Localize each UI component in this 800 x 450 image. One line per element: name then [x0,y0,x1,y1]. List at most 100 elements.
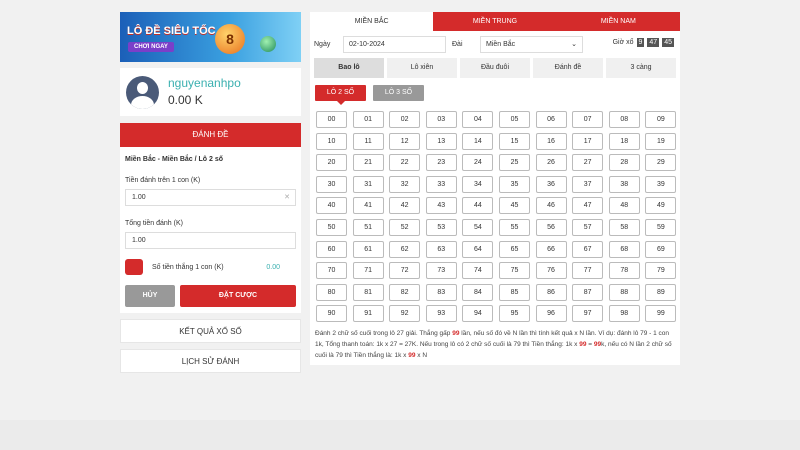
number-cell[interactable]: 79 [645,262,677,280]
number-cell[interactable]: 20 [316,154,347,172]
number-cell[interactable]: 04 [462,111,494,128]
number-cell[interactable]: 62 [389,240,421,258]
number-cell[interactable]: 76 [535,262,567,280]
number-cell[interactable]: 86 [535,283,567,301]
lottery-results-button[interactable]: KẾT QUẢ XỔ SỐ [120,319,301,343]
number-cell[interactable]: 23 [425,154,457,172]
number-cell[interactable]: 18 [608,132,640,150]
tab-mien-bac[interactable]: MIỀN BẮC [310,12,434,31]
number-cell[interactable]: 33 [425,175,457,193]
number-cell[interactable]: 82 [389,283,421,301]
bet-history-button[interactable]: LỊCH SỬ ĐÁNH [120,349,301,373]
clear-icon[interactable]: ✕ [284,194,290,201]
number-cell[interactable]: 37 [572,175,604,193]
number-cell[interactable]: 51 [352,218,384,236]
number-cell[interactable]: 28 [608,154,640,172]
number-cell[interactable]: 58 [608,218,640,236]
number-cell[interactable]: 63 [425,240,457,258]
number-cell[interactable]: 06 [535,111,567,128]
number-cell[interactable]: 09 [645,111,677,128]
number-cell[interactable]: 38 [608,175,640,193]
number-cell[interactable]: 74 [462,262,494,280]
number-cell[interactable]: 96 [535,305,567,323]
number-cell[interactable]: 40 [316,197,347,215]
number-cell[interactable]: 22 [389,154,421,172]
number-cell[interactable]: 44 [462,197,494,215]
number-cell[interactable]: 31 [352,175,384,193]
number-cell[interactable]: 52 [389,218,421,236]
place-bet-button[interactable]: ĐẶT CƯỢC [180,285,296,307]
number-cell[interactable]: 13 [425,132,457,150]
number-cell[interactable]: 83 [425,283,457,301]
number-cell[interactable]: 25 [498,154,530,172]
type-danh-de[interactable]: Đánh đề [533,58,603,78]
number-cell[interactable]: 17 [572,132,604,150]
number-cell[interactable]: 45 [498,197,530,215]
number-cell[interactable]: 61 [352,240,384,258]
number-cell[interactable]: 02 [389,111,421,128]
cancel-button[interactable]: HỦY [125,285,175,307]
date-input[interactable]: 02-10-2024 [343,36,446,53]
number-cell[interactable]: 68 [608,240,640,258]
number-cell[interactable]: 03 [425,111,457,128]
number-cell[interactable]: 64 [462,240,494,258]
number-cell[interactable]: 55 [498,218,530,236]
type-3-cang[interactable]: 3 càng [606,58,676,78]
number-cell[interactable]: 99 [645,305,677,323]
number-cell[interactable]: 75 [498,262,530,280]
number-cell[interactable]: 46 [535,197,567,215]
number-cell[interactable]: 29 [645,154,677,172]
number-cell[interactable]: 43 [425,197,457,215]
number-cell[interactable]: 97 [572,305,604,323]
number-cell[interactable]: 72 [389,262,421,280]
number-cell[interactable]: 11 [352,132,384,150]
number-cell[interactable]: 54 [462,218,494,236]
number-cell[interactable]: 05 [498,111,530,128]
number-cell[interactable]: 32 [389,175,421,193]
sub-lo-2-so[interactable]: LÔ 2 SỐ [315,85,366,105]
station-select[interactable]: Miền Bắc ⌄ [480,36,583,53]
number-cell[interactable]: 95 [498,305,530,323]
number-cell[interactable]: 88 [608,283,640,301]
number-cell[interactable]: 89 [645,283,677,301]
promo-banner[interactable]: LÔ ĐỀ SIÊU TỐC CHƠI NGAY 8 [120,12,301,62]
number-cell[interactable]: 90 [316,305,347,323]
type-bao-lo[interactable]: Bao lô [314,58,384,78]
number-cell[interactable]: 91 [352,305,384,323]
number-cell[interactable]: 56 [535,218,567,236]
total-input[interactable]: 1.00 [125,232,296,249]
sub-lo-3-so[interactable]: LÔ 3 SỐ [373,85,424,101]
number-cell[interactable]: 36 [535,175,567,193]
number-cell[interactable]: 94 [462,305,494,323]
number-cell[interactable]: 92 [389,305,421,323]
number-cell[interactable]: 34 [462,175,494,193]
type-dau-duoi[interactable]: Đầu đuôi [460,58,530,78]
number-cell[interactable]: 67 [572,240,604,258]
number-cell[interactable]: 59 [645,218,677,236]
number-cell[interactable]: 49 [645,197,677,215]
number-cell[interactable]: 98 [608,305,640,323]
number-cell[interactable]: 47 [572,197,604,215]
number-cell[interactable]: 53 [425,218,457,236]
number-cell[interactable]: 26 [535,154,567,172]
number-cell[interactable]: 27 [572,154,604,172]
number-cell[interactable]: 66 [535,240,567,258]
number-cell[interactable]: 01 [352,111,384,128]
number-cell[interactable]: 48 [608,197,640,215]
number-cell[interactable]: 39 [645,175,677,193]
number-cell[interactable]: 73 [425,262,457,280]
tab-mien-nam[interactable]: MIỀN NAM [556,12,680,31]
number-cell[interactable]: 93 [425,305,457,323]
number-cell[interactable]: 19 [645,132,677,150]
number-cell[interactable]: 14 [462,132,494,150]
number-cell[interactable]: 85 [498,283,530,301]
tab-mien-trung[interactable]: MIỀN TRUNG [433,12,557,31]
number-cell[interactable]: 15 [498,132,530,150]
number-cell[interactable]: 81 [352,283,384,301]
number-cell[interactable]: 87 [572,283,604,301]
number-cell[interactable]: 50 [316,218,347,236]
number-cell[interactable]: 60 [316,240,347,258]
number-cell[interactable]: 42 [389,197,421,215]
number-cell[interactable]: 77 [572,262,604,280]
number-cell[interactable]: 12 [389,132,421,150]
